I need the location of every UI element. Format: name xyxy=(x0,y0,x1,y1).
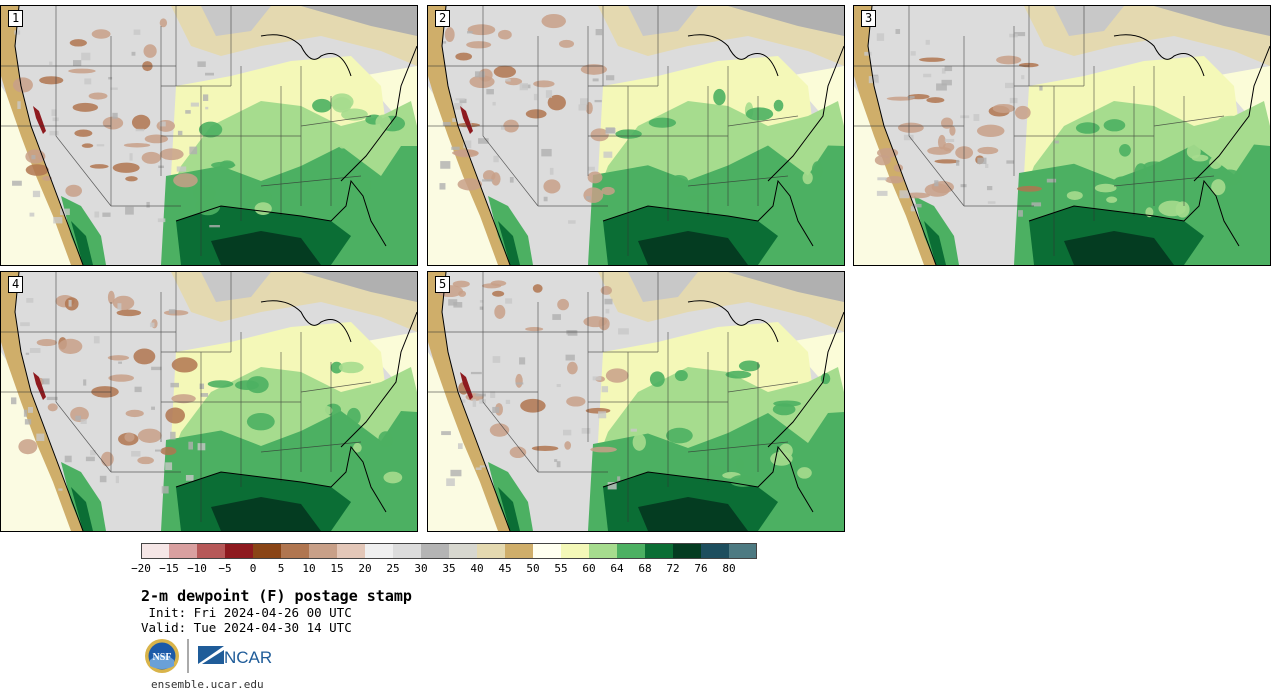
colorbar-swatch xyxy=(281,543,310,559)
dewpoint-map xyxy=(854,6,1270,265)
colorbar-swatch xyxy=(729,543,758,559)
logos: NSF NCAR xyxy=(144,636,274,676)
colorbar-tick-label: 68 xyxy=(638,562,652,575)
colorbar-swatch xyxy=(701,543,730,559)
colorbar-swatch xyxy=(225,543,254,559)
source-url: ensemble.ucar.edu xyxy=(151,678,264,691)
colorbar-tick-label: 15 xyxy=(330,562,344,575)
ncar-logo-text: NCAR xyxy=(224,648,272,667)
colorbar-tick-label: 55 xyxy=(554,562,568,575)
init-time: Init: Fri 2024-04-26 00 UTC xyxy=(141,605,352,620)
colorbar-swatch xyxy=(673,543,702,559)
chart-title: 2-m dewpoint (F) postage stamp xyxy=(141,587,412,605)
colorbar-tick-label: 30 xyxy=(414,562,428,575)
colorbar-tick-label: 0 xyxy=(249,562,257,575)
colorbar-tick-label: 25 xyxy=(386,562,400,575)
colorbar-swatch xyxy=(309,543,338,559)
colorbar-tick-label: −10 xyxy=(187,562,207,575)
colorbar-tick-label: 45 xyxy=(498,562,512,575)
colorbar-tick-label: −15 xyxy=(159,562,179,575)
colorbar-tick-label: 80 xyxy=(722,562,736,575)
map-panel-1[interactable]: 1 xyxy=(0,5,418,266)
colorbar-tick-label: 72 xyxy=(666,562,680,575)
map-panel-2[interactable]: 2 xyxy=(427,5,845,266)
colorbar-tick-label: 50 xyxy=(526,562,540,575)
ncar-logo: NCAR xyxy=(198,646,272,667)
colorbar-tick-label: 60 xyxy=(582,562,596,575)
colorbar-swatch xyxy=(197,543,226,559)
colorbar-swatch xyxy=(617,543,646,559)
colorbar-tick-label: 76 xyxy=(694,562,708,575)
colorbar-swatch xyxy=(393,543,422,559)
colorbar-swatch xyxy=(169,543,198,559)
nsf-logo-text: NSF xyxy=(153,652,172,663)
colorbar-swatch xyxy=(365,543,394,559)
dewpoint-map xyxy=(428,272,844,531)
colorbar-tick-labels: −20 −15 −10 −5 0 5 10 15 20 25 30 35 40 45 50 55 60 64 68 7… xyxy=(0,562,1280,576)
colorbar-swatch xyxy=(421,543,450,559)
colorbar-swatch xyxy=(477,543,506,559)
panel-number-label: 4 xyxy=(8,276,24,293)
dewpoint-map xyxy=(1,272,417,531)
colorbar-tick-label: 20 xyxy=(358,562,372,575)
map-panel-5[interactable]: 5 xyxy=(427,271,845,532)
colorbar-tick-label: −5 xyxy=(218,562,232,575)
panel-number-label: 3 xyxy=(861,10,877,27)
colorbar xyxy=(141,543,758,559)
colorbar-swatch xyxy=(141,543,170,559)
colorbar-swatch xyxy=(505,543,534,559)
colorbar-tick-label: 35 xyxy=(442,562,456,575)
dewpoint-map xyxy=(1,6,417,265)
dewpoint-map xyxy=(428,6,844,265)
colorbar-tick-label: 40 xyxy=(470,562,484,575)
colorbar-tick-label: 64 xyxy=(610,562,624,575)
valid-time: Valid: Tue 2024-04-30 14 UTC xyxy=(141,620,352,635)
map-panel-4[interactable]: 4 xyxy=(0,271,418,532)
colorbar-swatch xyxy=(449,543,478,559)
colorbar-swatch xyxy=(645,543,674,559)
colorbar-swatch xyxy=(589,543,618,559)
colorbar-swatch xyxy=(533,543,562,559)
panel-number-label: 5 xyxy=(435,276,451,293)
colorbar-swatch xyxy=(561,543,590,559)
panel-number-label: 1 xyxy=(8,10,24,27)
nsf-logo: NSF xyxy=(145,639,179,673)
colorbar-tick-label: 10 xyxy=(302,562,316,575)
colorbar-swatch xyxy=(337,543,366,559)
colorbar-tick-label: −20 xyxy=(131,562,151,575)
map-panel-3[interactable]: 3 xyxy=(853,5,1271,266)
colorbar-tick-label: 5 xyxy=(277,562,285,575)
colorbar-swatch xyxy=(253,543,282,559)
panel-number-label: 2 xyxy=(435,10,451,27)
